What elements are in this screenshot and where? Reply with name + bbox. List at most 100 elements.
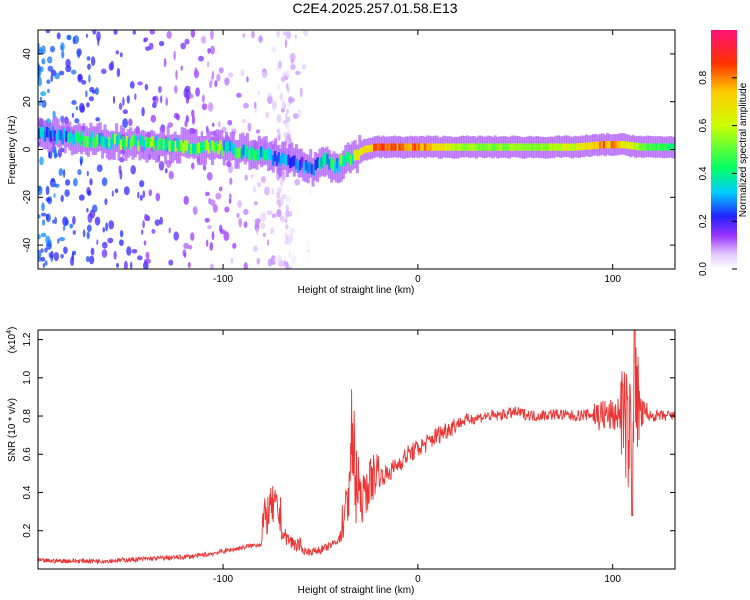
spectrogram-noise-blob <box>88 255 95 265</box>
spectrogram-ridge-cell <box>373 143 376 152</box>
spectrogram-noise-blob <box>53 251 59 262</box>
spectrogram-ridge-cell <box>248 149 251 161</box>
spectrogram-ridge-cell <box>474 143 477 151</box>
spectrogram-noise-blob <box>307 218 312 223</box>
spectrogram-ridge-cell <box>501 143 504 151</box>
spectrogram-ridge-cell <box>604 141 608 149</box>
spectrogram-ridge-cell <box>601 141 604 149</box>
spectrogram-noise-blob <box>236 213 240 218</box>
spectrogram-noise-blob <box>256 257 261 265</box>
spectrogram-ridge-cell <box>343 155 347 167</box>
spectrogram-noise-blob <box>47 65 54 72</box>
spectrogram-noise-blob <box>244 174 248 181</box>
spectrogram-noise-blob <box>112 95 116 104</box>
spectrogram-noise-blob <box>201 103 208 111</box>
spectrogram-ridge-cell <box>564 143 567 151</box>
spectrogram-ridge-cell <box>244 145 247 156</box>
spectrogram-ridge-cell <box>78 135 82 147</box>
spectrogram-ridge-cell <box>386 143 390 151</box>
spectrogram-noise-blob <box>265 111 269 119</box>
spectrogram-noise-blob <box>232 242 237 249</box>
spectrogram-noise-blob <box>144 213 148 221</box>
colorbar-tick-label: 0.2 <box>698 214 709 228</box>
spectrogram-ridge-cell <box>75 131 78 142</box>
spectrogram-ridge-halo <box>63 124 67 154</box>
spectrogram-ridge-halo <box>246 133 249 162</box>
spectrogram-ridge-cell <box>665 143 668 151</box>
spectrogram-noise-blob <box>183 195 189 205</box>
spectrogram-noise-blob <box>260 212 267 222</box>
spectrogram-ridge-cell <box>67 132 70 144</box>
spectrogram-noise-blob <box>141 107 145 117</box>
spectrogram-ridge-cell <box>219 140 222 151</box>
spectrogram-noise-blob <box>122 118 128 128</box>
spectrogram-noise-blob <box>285 261 289 269</box>
spectrogram-ridge-cell <box>462 143 466 151</box>
spectrogram-noise-blob <box>205 191 210 197</box>
spectrogram-ridge-cell <box>154 135 158 147</box>
spectrogram-ridge-cell <box>145 136 148 148</box>
spectrogram-ridge-cell <box>433 143 436 151</box>
spectrogram-ridge-halo <box>339 153 343 183</box>
spectrogram-ridge-cell <box>447 143 450 151</box>
spectrogram-noise-blob <box>308 188 313 195</box>
spectrogram-noise-blob <box>284 217 288 224</box>
spectrogram-ridge-cell <box>575 143 579 151</box>
spectrogram-ridge-cell <box>505 143 508 151</box>
spectrogram-noise-blob <box>202 94 205 104</box>
spectrogram-ridge-cell <box>482 143 485 151</box>
spectrogram-noise-blob <box>40 232 47 238</box>
spectrogram-ridge-cell <box>205 139 208 151</box>
spectrogram-noise-blob <box>279 196 284 206</box>
spectrogram-image <box>38 30 675 269</box>
spectrogram-noise-blob <box>302 30 309 37</box>
spectrogram-ridge-cell <box>451 143 454 151</box>
spectrogram-noise-blob <box>255 129 261 134</box>
spectrogram-noise-blob <box>141 229 144 235</box>
spectrogram-noise-blob <box>75 106 79 111</box>
spectrogram-ridge-cell <box>254 150 257 162</box>
spectrogram-noise-blob <box>101 249 108 258</box>
spectrogram-noise-blob <box>168 259 174 266</box>
spectrogram-ridge-cell <box>203 140 206 151</box>
snr-scale-label: (x104) <box>6 327 18 354</box>
spectrogram-noise-blob <box>42 263 46 268</box>
spectrogram-ridge-cell <box>417 143 421 151</box>
spectrogram-ridge-cell <box>232 144 236 155</box>
spectrogram-ridge-cell <box>525 143 528 151</box>
spectrogram-ridge-cell <box>191 143 195 154</box>
spectrogram-ridge-cell <box>355 149 358 160</box>
spectrogram-noise-blob <box>49 178 56 188</box>
spectrogram-ridge-halo <box>175 134 179 164</box>
spectrogram-noise-blob <box>56 32 61 40</box>
spectrogram-noise-blob <box>116 67 121 78</box>
spectrogram-noise-blob <box>202 164 207 171</box>
spectrogram-ridge-cell <box>511 143 514 151</box>
spectrogram-ridge-cell <box>661 143 664 151</box>
spectrogram-ridge-cell <box>273 150 277 162</box>
spectrogram-ridge-cell <box>63 128 66 139</box>
spectrogram-ridge-cell <box>536 143 540 151</box>
spectrogram-noise-blob <box>276 30 280 38</box>
spectrogram-ridge-cell <box>69 131 72 142</box>
spectrogram-ridge-cell <box>460 143 464 151</box>
spectrogram-ridge-cell <box>458 143 462 151</box>
spectrogram-ridge-halo <box>330 153 334 183</box>
spectrogram-noise-blob <box>119 52 123 58</box>
spectrogram-ridge-cell <box>281 152 284 164</box>
spectrogram-noise-blob <box>214 80 218 88</box>
spectrogram-ridge-cell <box>437 143 440 151</box>
spectrogram-ridge-cell <box>544 143 547 151</box>
snr-frame <box>37 329 676 570</box>
snr-xtick-label: -100 <box>213 574 233 585</box>
spectrogram-noise-blob <box>261 71 267 78</box>
spectrogram-ridge-cell <box>639 143 643 151</box>
spectrogram-noise-blob <box>46 241 52 250</box>
spectrogram-ridge-cell <box>349 154 353 166</box>
spectrogram-noise-blob <box>110 60 115 71</box>
spectrogram-noise-blob <box>119 230 124 238</box>
spectrogram-ridge-cell <box>419 143 423 151</box>
spectrogram-noise-blob <box>194 67 198 75</box>
spectrogram-ridge-cell <box>503 143 506 151</box>
